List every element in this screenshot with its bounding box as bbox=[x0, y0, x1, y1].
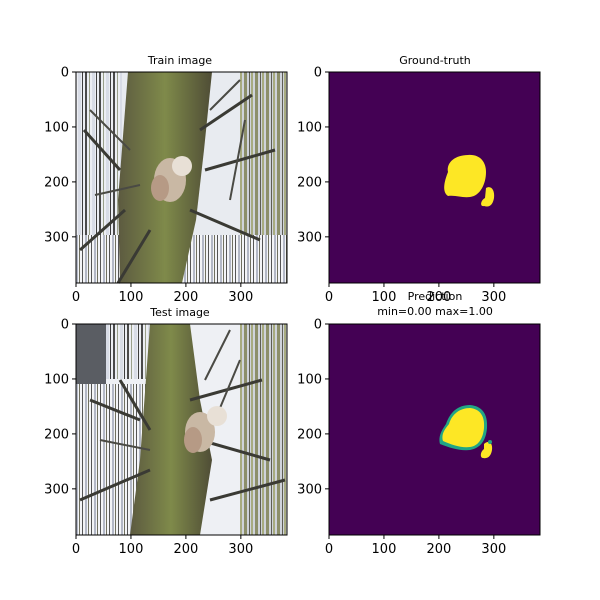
y-tick-label: 100 bbox=[44, 120, 69, 135]
y-tick-label: 300 bbox=[44, 230, 69, 245]
y-tick-label: 200 bbox=[44, 427, 69, 442]
y-tick-label: 100 bbox=[44, 372, 69, 387]
x-tick-label: 300 bbox=[228, 290, 253, 305]
panel-train-image: Train image bbox=[75, 54, 288, 284]
y-tick-label: 300 bbox=[297, 230, 322, 245]
x-tick-label: 0 bbox=[325, 290, 333, 305]
axis-ticks: 0 100 200 300 0 100 200 300 0 100 200 300 0 100 200 300… bbox=[44, 66, 506, 558]
x-tick-label: 100 bbox=[119, 542, 144, 557]
y-tick-label: 200 bbox=[44, 175, 69, 190]
x-tick-label: 200 bbox=[426, 290, 451, 305]
axes-frame bbox=[328, 323, 541, 536]
axes-frame bbox=[328, 71, 541, 284]
y-tick-label: 0 bbox=[61, 318, 69, 333]
y-tick-label: 300 bbox=[297, 482, 322, 497]
panel-title: Train image bbox=[147, 54, 212, 67]
y-tick-label: 100 bbox=[297, 372, 322, 387]
y-tick-label: 200 bbox=[297, 175, 322, 190]
mask-background bbox=[329, 72, 540, 283]
prediction-region-small bbox=[480, 442, 493, 459]
y-tick-label: 100 bbox=[297, 120, 322, 135]
x-tick-label: 100 bbox=[372, 290, 397, 305]
panel-test-image: Test image bbox=[75, 306, 288, 536]
x-tick-label: 0 bbox=[325, 542, 333, 557]
mask-region-small bbox=[481, 187, 495, 207]
x-tick-label: 200 bbox=[173, 542, 198, 557]
x-tick-label: 300 bbox=[228, 542, 253, 557]
panel-ground-truth: Ground-truth bbox=[328, 54, 541, 284]
x-tick-label: 300 bbox=[481, 290, 506, 305]
y-tick-label: 300 bbox=[44, 482, 69, 497]
test-photo bbox=[76, 324, 287, 535]
prediction-region-owl bbox=[442, 408, 485, 448]
x-tick-label: 100 bbox=[119, 290, 144, 305]
panel-title: Test image bbox=[149, 306, 210, 319]
x-tick-label: 200 bbox=[426, 542, 451, 557]
mask-region-owl bbox=[444, 154, 486, 198]
prediction-background bbox=[329, 324, 540, 535]
y-tick-label: 0 bbox=[61, 66, 69, 81]
panel-prediction: Prediction min=0.00 max=1.00 bbox=[328, 290, 541, 536]
panel-title-line2: min=0.00 max=1.00 bbox=[377, 305, 493, 318]
panel-title: Ground-truth bbox=[399, 54, 471, 67]
axes-frame bbox=[75, 71, 288, 284]
panel-title-line1: Prediction bbox=[408, 290, 463, 303]
y-tick-label: 0 bbox=[314, 66, 322, 81]
x-tick-label: 0 bbox=[72, 542, 80, 557]
x-tick-label: 300 bbox=[481, 542, 506, 557]
axes-frame bbox=[75, 323, 288, 536]
train-photo bbox=[76, 72, 287, 284]
x-tick-label: 100 bbox=[372, 542, 397, 557]
x-tick-label: 0 bbox=[72, 290, 80, 305]
x-tick-label: 200 bbox=[173, 290, 198, 305]
y-tick-label: 0 bbox=[314, 318, 322, 333]
y-tick-label: 200 bbox=[297, 427, 322, 442]
